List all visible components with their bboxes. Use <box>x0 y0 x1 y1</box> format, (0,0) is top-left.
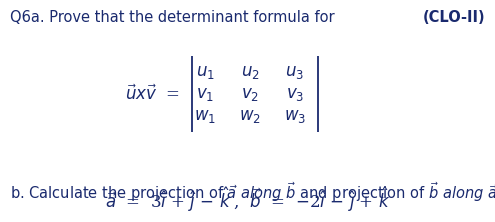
Text: $v_3$: $v_3$ <box>286 85 304 103</box>
Text: $\vec{a}$  =  3$\hat{\imath}$ + $\hat{\jmath}$ $-$ $\hat{k}$ ,  $\vec{b}$  =  $-: $\vec{a}$ = 3$\hat{\imath}$ + $\hat{\jma… <box>105 185 390 214</box>
Text: $w_3$: $w_3$ <box>284 107 306 125</box>
Text: (CLO-II): (CLO-II) <box>422 10 485 25</box>
Text: $u_3$: $u_3$ <box>286 63 304 81</box>
Text: b. Calculate the projection of $\vec{a}$ $\it{along}$ $\vec{b}$ and projection o: b. Calculate the projection of $\vec{a}$… <box>10 180 495 204</box>
Text: Q6a. Prove that the determinant formula for: Q6a. Prove that the determinant formula … <box>10 10 335 25</box>
Text: $w_1$: $w_1$ <box>194 107 216 125</box>
Text: $u_2$: $u_2$ <box>241 63 259 81</box>
Text: $u_1$: $u_1$ <box>196 63 214 81</box>
Text: $v_2$: $v_2$ <box>241 85 259 103</box>
Text: $\vec{u}x\vec{v}$  =: $\vec{u}x\vec{v}$ = <box>125 84 180 104</box>
Text: $w_2$: $w_2$ <box>239 107 261 125</box>
Text: $v_1$: $v_1$ <box>196 85 214 103</box>
